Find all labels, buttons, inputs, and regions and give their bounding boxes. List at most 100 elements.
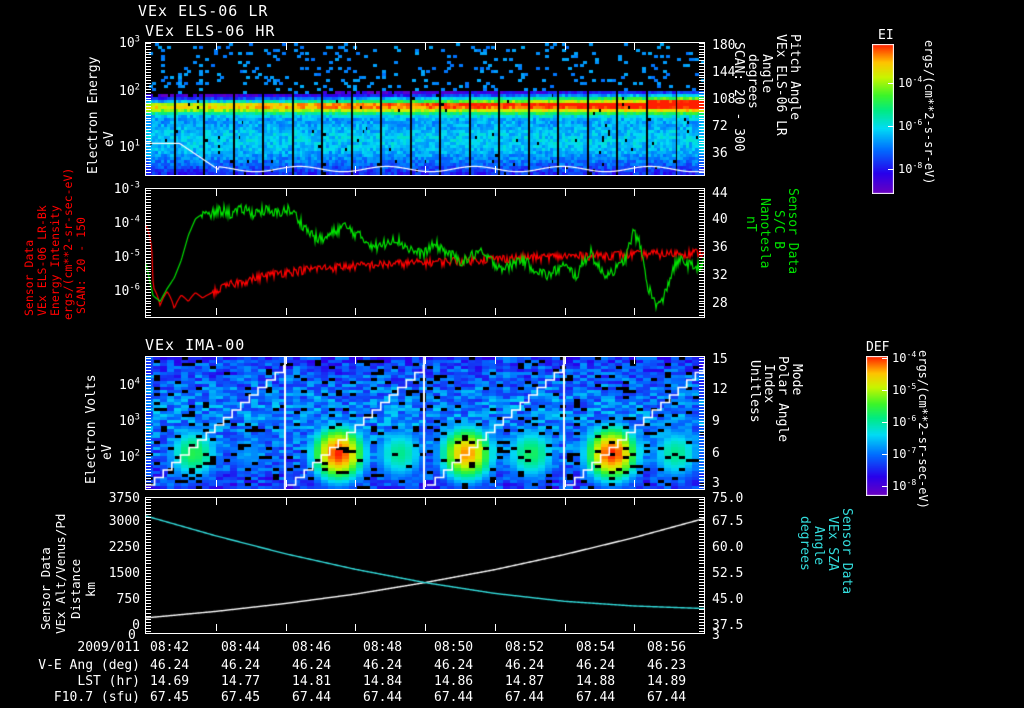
x-tick-bottom — [495, 308, 496, 315]
p4-minor-r — [699, 603, 704, 605]
p4-minor-r — [699, 612, 704, 614]
p3-minor-r — [699, 433, 704, 434]
p1-minor-l — [146, 117, 151, 119]
p2-minor-l — [146, 294, 151, 296]
p2-minor-r — [699, 198, 704, 200]
panel3-cb-tick-2: 10-6 — [892, 413, 917, 429]
p3-minor-r — [699, 361, 704, 362]
panel4-left-tick-0: 3750 — [108, 491, 140, 506]
table-cell-r0-c1: 08:44 — [221, 640, 261, 655]
p2-minor-r — [699, 219, 704, 221]
p3-minor-l — [146, 451, 151, 452]
p2-minor-l — [146, 259, 151, 261]
p2-minor-l — [146, 277, 151, 279]
x-tick-bottom — [286, 308, 287, 315]
panel1-right-tick-3: 72 — [712, 119, 728, 134]
p1-minor-l — [146, 149, 151, 151]
p4-minor-l — [146, 566, 151, 568]
x-tick-top — [495, 189, 496, 196]
p2-minor-l — [146, 303, 151, 305]
p3-minor-r — [699, 418, 704, 419]
p3-minor-l — [146, 373, 151, 374]
p4-minor-l — [146, 554, 151, 556]
panel3-colorbar-title: DEF — [866, 340, 890, 355]
table-cell-r3-c1: 67.45 — [221, 690, 261, 705]
p3-minor-l — [146, 481, 151, 482]
p3-minor-r — [699, 409, 704, 410]
p2-minor-r — [699, 300, 704, 302]
p3-minor-r — [699, 379, 704, 380]
p1-minor-l — [146, 166, 151, 168]
p1-minor-l — [146, 129, 151, 131]
x-tick-bottom — [425, 308, 426, 315]
panel3-left-tick-0: 104 — [119, 376, 140, 393]
p4-minor-r — [699, 627, 704, 629]
panel4-right-tick-1: 67.5 — [712, 514, 744, 529]
panel2-right-tick-2: 36 — [712, 240, 728, 255]
p4-minor-r — [699, 591, 704, 593]
panel1-cb-tick-0: 10-4 — [898, 74, 923, 90]
p2-minor-r — [699, 195, 704, 197]
p3-minor-l — [146, 442, 151, 443]
p1-minor-r — [699, 169, 704, 171]
p1-minor-r — [699, 111, 704, 113]
p4-minor-r — [699, 584, 704, 586]
p2-minor-r — [699, 288, 704, 290]
p2-minor-l — [146, 204, 151, 206]
panel2-left-tick-3: 10-6 — [113, 282, 140, 299]
x-tick-top — [565, 498, 566, 505]
p2-minor-r — [699, 190, 704, 191]
p3-minor-r — [699, 403, 704, 404]
x-tick-top — [216, 189, 217, 196]
p3-minor-r — [699, 463, 704, 464]
p4-minor-r — [699, 526, 704, 528]
p2-minor-l — [146, 309, 151, 311]
x-tick-bottom — [495, 166, 496, 173]
p4-minor-l — [146, 594, 151, 596]
p4-minor-l — [146, 560, 151, 562]
p3-minor-l — [146, 487, 151, 488]
p1-minor-l — [146, 120, 151, 122]
p2-minor-r — [699, 274, 704, 276]
p4-minor-l — [146, 532, 151, 534]
p1-minor-l — [146, 51, 151, 53]
p3-minor-l — [146, 433, 151, 434]
x-tick-top — [216, 357, 217, 364]
p3-minor-l — [146, 454, 151, 455]
p1-minor-l — [146, 57, 151, 59]
p4-minor-l — [146, 615, 151, 617]
p4-minor-r — [699, 581, 704, 583]
p4-minor-r — [699, 597, 704, 599]
panel3-cb-tickmark-3 — [882, 454, 888, 455]
p3-minor-l — [146, 466, 151, 467]
table-cell-r0-c6: 08:54 — [576, 640, 616, 655]
p2-minor-l — [146, 312, 151, 314]
panel2-plot-area — [145, 188, 705, 318]
table-cell-r3-c3: 67.44 — [363, 690, 403, 705]
p2-minor-l — [146, 245, 151, 247]
p4-minor-l — [146, 517, 151, 519]
table-row-label-0: 2009/011 — [77, 640, 140, 655]
p4-minor-r — [699, 572, 704, 574]
p1-minor-r — [699, 160, 704, 162]
p1-minor-l — [146, 100, 151, 102]
p1-minor-l — [146, 86, 151, 88]
panel3-cb-tickmark-4 — [882, 486, 888, 487]
p2-minor-l — [146, 230, 151, 232]
table-row-label-1: V-E Ang (deg) — [38, 658, 140, 673]
p4-minor-l — [146, 551, 151, 553]
p4-minor-l — [146, 520, 151, 522]
panel1-cb-tickmark-0 — [888, 83, 894, 84]
p2-minor-r — [699, 280, 704, 282]
p3-minor-l — [146, 394, 151, 395]
p3-minor-r — [699, 445, 704, 446]
x-tick-top — [634, 357, 635, 364]
x-tick-top — [425, 498, 426, 505]
p1-minor-r — [699, 143, 704, 145]
p3-minor-l — [146, 388, 151, 389]
p3-minor-l — [146, 370, 151, 371]
p4-minor-l — [146, 514, 151, 516]
p2-minor-l — [146, 280, 151, 282]
p2-minor-r — [699, 245, 704, 247]
x-tick-bottom — [425, 166, 426, 173]
